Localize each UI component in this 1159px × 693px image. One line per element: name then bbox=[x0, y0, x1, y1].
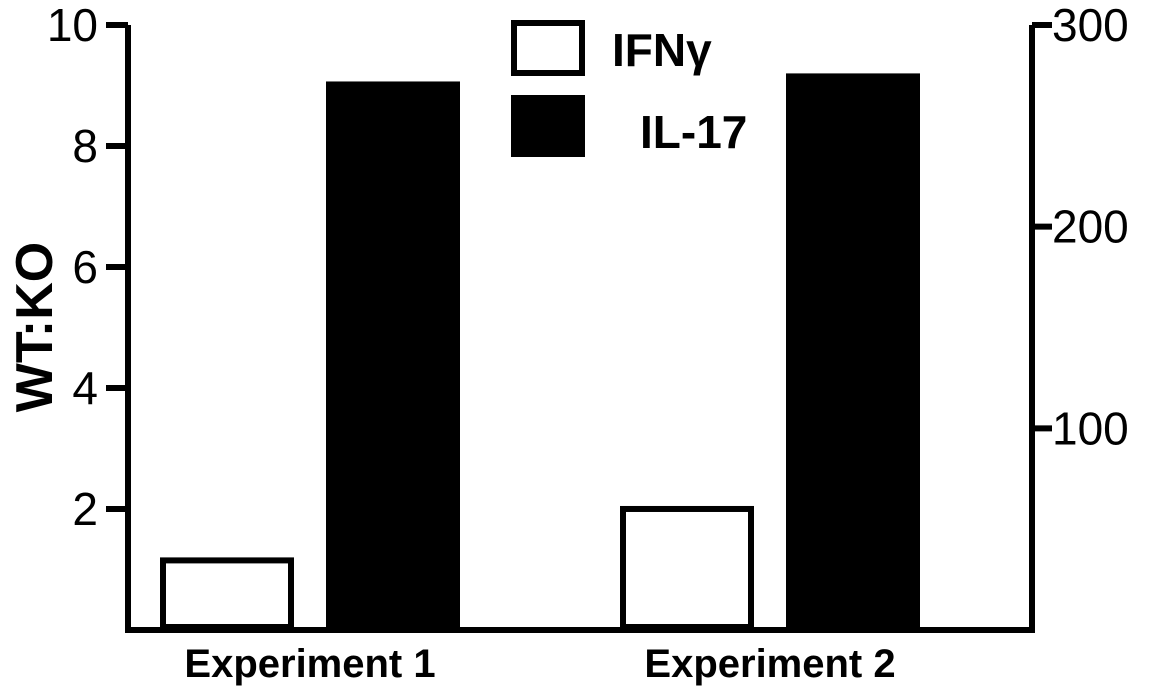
legend-swatch-il17 bbox=[511, 95, 585, 157]
legend-swatch-ifng bbox=[511, 20, 585, 76]
ticks-group: 2 4 6 8 10 100 200 300 bbox=[47, 0, 1129, 535]
bar-il17-2 bbox=[786, 73, 920, 630]
bar-ifng-2 bbox=[620, 505, 754, 631]
legend-label-ifng: IFNγ bbox=[612, 24, 712, 76]
right-tick-label: 300 bbox=[1052, 0, 1129, 51]
left-tick-label: 6 bbox=[72, 241, 98, 293]
bars-group: Experiment 1 Experiment 2 bbox=[160, 73, 920, 686]
left-tick-label: 2 bbox=[72, 483, 98, 535]
axes-group bbox=[125, 25, 1035, 633]
bar-ifng-1 bbox=[160, 557, 294, 631]
x-category-label: Experiment 1 bbox=[184, 642, 435, 686]
legend-label-il17: IL-17 bbox=[640, 106, 747, 158]
right-tick-label: 200 bbox=[1052, 201, 1129, 253]
legend: IFNγ IL-17 bbox=[511, 20, 747, 158]
x-category-label: Experiment 2 bbox=[644, 642, 895, 686]
bar-il17-1 bbox=[326, 81, 460, 630]
y-axis-title: WT:KO bbox=[6, 242, 64, 412]
left-tick-label: 4 bbox=[72, 362, 98, 414]
right-tick-label: 100 bbox=[1052, 402, 1129, 454]
left-tick-label: 10 bbox=[47, 0, 98, 51]
left-tick-label: 8 bbox=[72, 120, 98, 172]
